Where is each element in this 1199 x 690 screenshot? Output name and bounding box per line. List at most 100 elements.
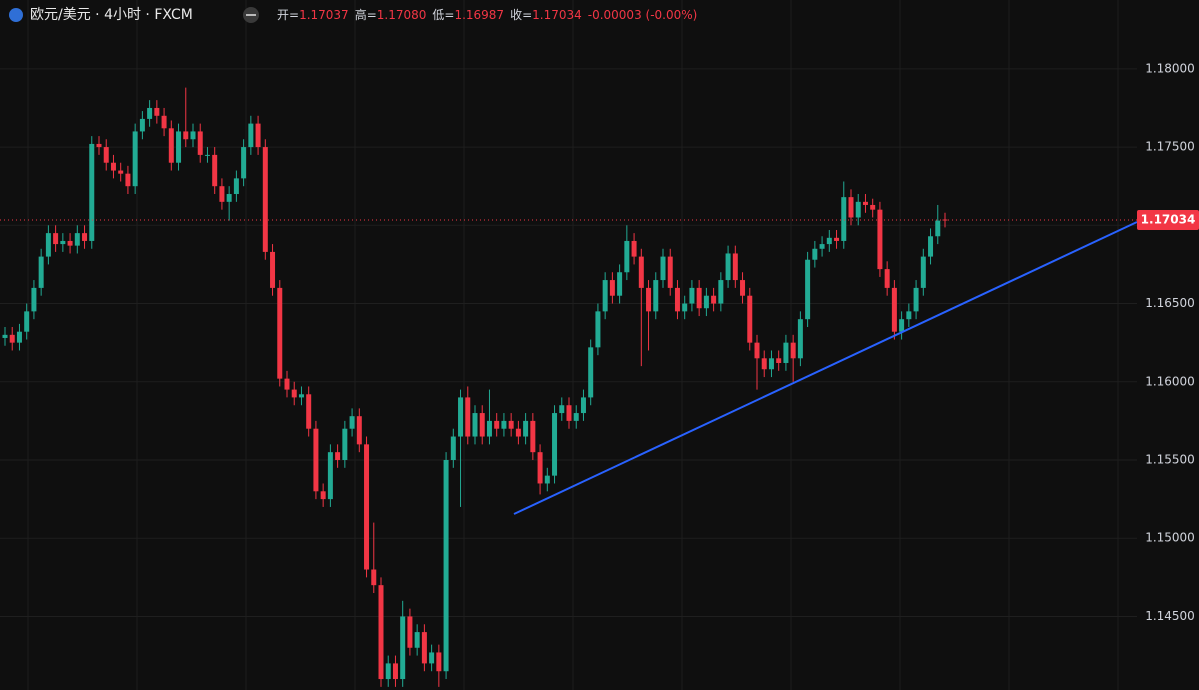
candle-body bbox=[870, 204, 876, 210]
candle-body bbox=[414, 632, 420, 648]
candle-body bbox=[891, 287, 897, 332]
ohlc-fields: 开=1.17037 高=1.17080 低=1.16987 收=1.17034 -0.0… bbox=[277, 7, 697, 22]
candle-body bbox=[291, 389, 297, 398]
candle-body bbox=[132, 131, 138, 187]
candle-body bbox=[306, 394, 312, 429]
field-label: 收= bbox=[510, 8, 532, 22]
candle-body bbox=[342, 428, 348, 460]
last-price-label: 1.17034 bbox=[1141, 212, 1196, 226]
candle-body bbox=[559, 405, 565, 414]
candle-body bbox=[920, 256, 926, 288]
candle-body bbox=[580, 397, 586, 414]
field-value: 1.17037 bbox=[299, 8, 349, 22]
candle-body bbox=[154, 107, 160, 116]
candle-body bbox=[378, 585, 384, 680]
candle-body bbox=[24, 311, 30, 332]
candle-body bbox=[9, 334, 15, 343]
candle-body bbox=[429, 652, 435, 664]
candle-body bbox=[125, 173, 131, 187]
candle-body bbox=[233, 178, 239, 195]
change: -0.00003 (-0.00%) bbox=[588, 8, 698, 22]
header: 欧元/美元 · 4小时 · FXCM 开=1.17037 高=1.17080 低=1… bbox=[9, 7, 697, 23]
y-tick-label: 1.14500 bbox=[1145, 609, 1195, 623]
candle-body bbox=[472, 413, 478, 437]
candle-body bbox=[479, 413, 485, 437]
candle-body bbox=[89, 143, 95, 241]
candle-body bbox=[392, 663, 398, 680]
candle-body bbox=[523, 420, 529, 437]
candle-body bbox=[805, 259, 811, 320]
candle-body bbox=[443, 460, 449, 672]
candle-body bbox=[573, 413, 579, 421]
field-value: 1.17034 bbox=[532, 8, 582, 22]
candle-body bbox=[819, 244, 825, 249]
candle-body bbox=[631, 240, 637, 257]
symbol-icon bbox=[9, 8, 23, 22]
candle-body bbox=[602, 280, 608, 312]
candle-body bbox=[190, 131, 196, 140]
candle-body bbox=[407, 616, 413, 648]
candle-body bbox=[862, 201, 868, 205]
candle-body bbox=[118, 170, 124, 174]
candle-body bbox=[16, 331, 22, 343]
field-value: 1.16987 bbox=[454, 8, 504, 22]
candle-body bbox=[168, 128, 174, 163]
candle-body bbox=[226, 194, 232, 202]
y-tick-label: 1.15000 bbox=[1145, 531, 1195, 545]
candle-body bbox=[494, 420, 500, 429]
candle-body bbox=[646, 287, 652, 312]
candle-body bbox=[776, 358, 782, 363]
candle-body bbox=[53, 233, 59, 245]
candle-body bbox=[248, 123, 254, 148]
candle-body bbox=[682, 303, 688, 312]
candle-body bbox=[783, 342, 789, 363]
candle-body bbox=[624, 240, 630, 273]
candle-body bbox=[270, 251, 276, 288]
candle-body bbox=[161, 115, 167, 129]
candle-body bbox=[906, 311, 912, 320]
candle-body bbox=[515, 428, 521, 437]
vertical-grid bbox=[27, 0, 1119, 690]
y-tick-label: 1.17500 bbox=[1145, 140, 1195, 154]
candle-body bbox=[653, 280, 659, 312]
candle-body bbox=[617, 272, 623, 296]
candle-body bbox=[327, 452, 333, 500]
candle-body bbox=[566, 405, 572, 421]
candle-body bbox=[703, 295, 709, 309]
candle-body bbox=[935, 220, 941, 237]
candle-body bbox=[204, 154, 210, 156]
candle-body bbox=[67, 240, 73, 246]
candle-body bbox=[212, 154, 218, 187]
candle-body bbox=[544, 475, 550, 484]
y-tick-label: 1.16500 bbox=[1145, 296, 1195, 310]
candle-body bbox=[855, 201, 861, 218]
candle-body bbox=[364, 444, 370, 570]
candle-body bbox=[284, 378, 290, 390]
candle-body bbox=[754, 342, 760, 359]
candle-body bbox=[501, 420, 507, 429]
candle-body bbox=[277, 287, 283, 379]
symbol: 欧元/美元 · 4小时 · FXCM bbox=[30, 7, 193, 23]
candle-body bbox=[725, 253, 731, 281]
candle-body bbox=[219, 186, 225, 202]
candle-body bbox=[797, 319, 803, 359]
candle-body bbox=[465, 397, 471, 437]
last-price-tag bbox=[1137, 209, 1199, 230]
candle-body bbox=[877, 209, 883, 270]
candle-body bbox=[537, 452, 543, 484]
candle-body bbox=[147, 107, 153, 119]
candle-body bbox=[2, 334, 8, 338]
trend-line bbox=[513, 221, 1138, 515]
candle-body bbox=[588, 347, 594, 398]
candle-body bbox=[508, 420, 514, 429]
field-value: 1.17080 bbox=[377, 8, 427, 22]
candle-body bbox=[82, 233, 88, 241]
candle-body bbox=[552, 413, 558, 476]
candle-body bbox=[696, 287, 702, 309]
candle-body bbox=[38, 256, 44, 288]
y-tick-label: 1.15500 bbox=[1145, 453, 1195, 467]
candle-body bbox=[595, 311, 601, 348]
y-tick-label: 1.16000 bbox=[1145, 374, 1195, 388]
